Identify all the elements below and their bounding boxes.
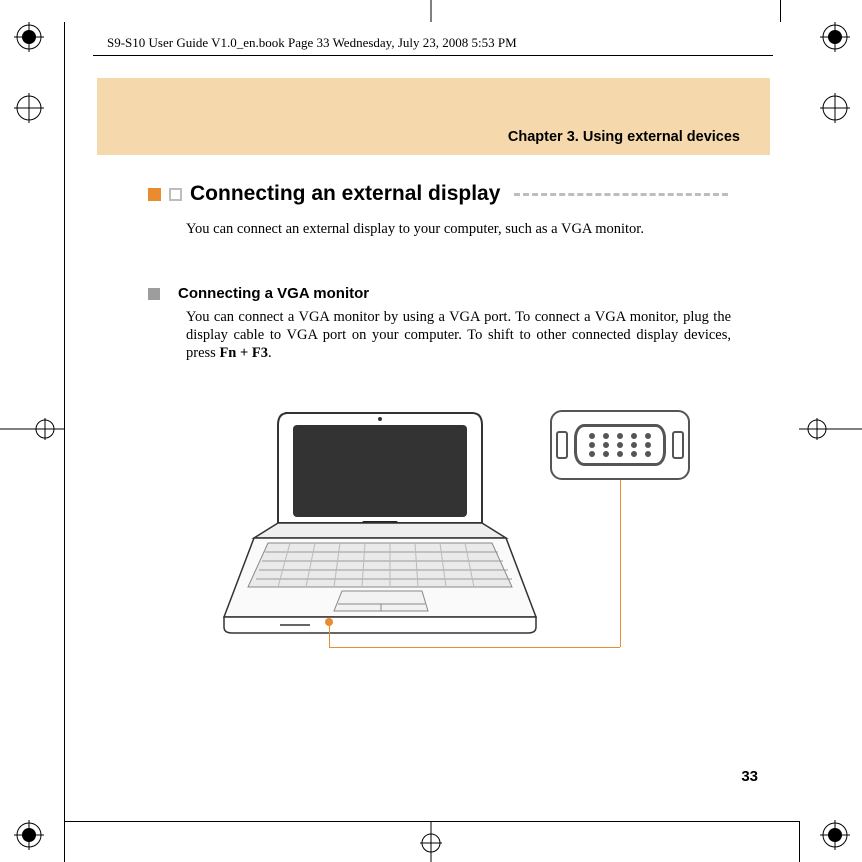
section-rule-dashed xyxy=(514,193,728,196)
subsection-body: You can connect a VGA monitor by using a… xyxy=(186,308,731,362)
callout-line xyxy=(329,622,330,647)
alignment-mark-icon xyxy=(0,414,64,444)
crop-mark xyxy=(799,821,800,862)
alignment-mark-icon xyxy=(416,821,446,862)
crop-mark xyxy=(780,0,781,22)
registration-mark-icon xyxy=(820,93,850,123)
section-bullet-primary-icon xyxy=(148,188,161,201)
vga-screw-icon xyxy=(556,431,568,459)
section-intro: You can connect an external display to y… xyxy=(186,220,731,238)
registration-mark-icon xyxy=(14,22,44,52)
subsection-body-post: . xyxy=(268,345,272,361)
laptop-icon xyxy=(210,405,540,650)
crop-mark xyxy=(64,821,65,862)
registration-mark-icon xyxy=(820,820,850,850)
figure-vga-connection xyxy=(210,405,710,665)
callout-line xyxy=(329,647,620,648)
page-number: 33 xyxy=(741,768,758,785)
alignment-mark-icon xyxy=(416,0,446,22)
registration-mark-icon xyxy=(14,93,44,123)
subsection-bullet-icon xyxy=(148,288,160,300)
registration-mark-icon xyxy=(820,22,850,52)
registration-mark-icon xyxy=(14,820,44,850)
vga-screw-icon xyxy=(672,431,684,459)
subsection-body-bold: Fn + F3 xyxy=(219,345,268,361)
subsection-heading: Connecting a VGA monitor xyxy=(148,285,728,302)
document-meta-line: S9-S10 User Guide V1.0_en.book Page 33 W… xyxy=(107,35,517,51)
subsection-title: Connecting a VGA monitor xyxy=(178,285,369,302)
vga-connector-icon xyxy=(574,424,666,466)
vga-port-detail xyxy=(550,410,690,480)
header-rule xyxy=(93,55,773,56)
section-bullet-secondary-icon xyxy=(169,188,182,201)
callout-line xyxy=(620,480,621,647)
section-title: Connecting an external display xyxy=(190,182,500,206)
chapter-label: Chapter 3. Using external devices xyxy=(508,129,740,145)
section-heading: Connecting an external display xyxy=(148,182,728,206)
chapter-band: Chapter 3. Using external devices xyxy=(97,78,770,155)
alignment-mark-icon xyxy=(799,414,862,444)
